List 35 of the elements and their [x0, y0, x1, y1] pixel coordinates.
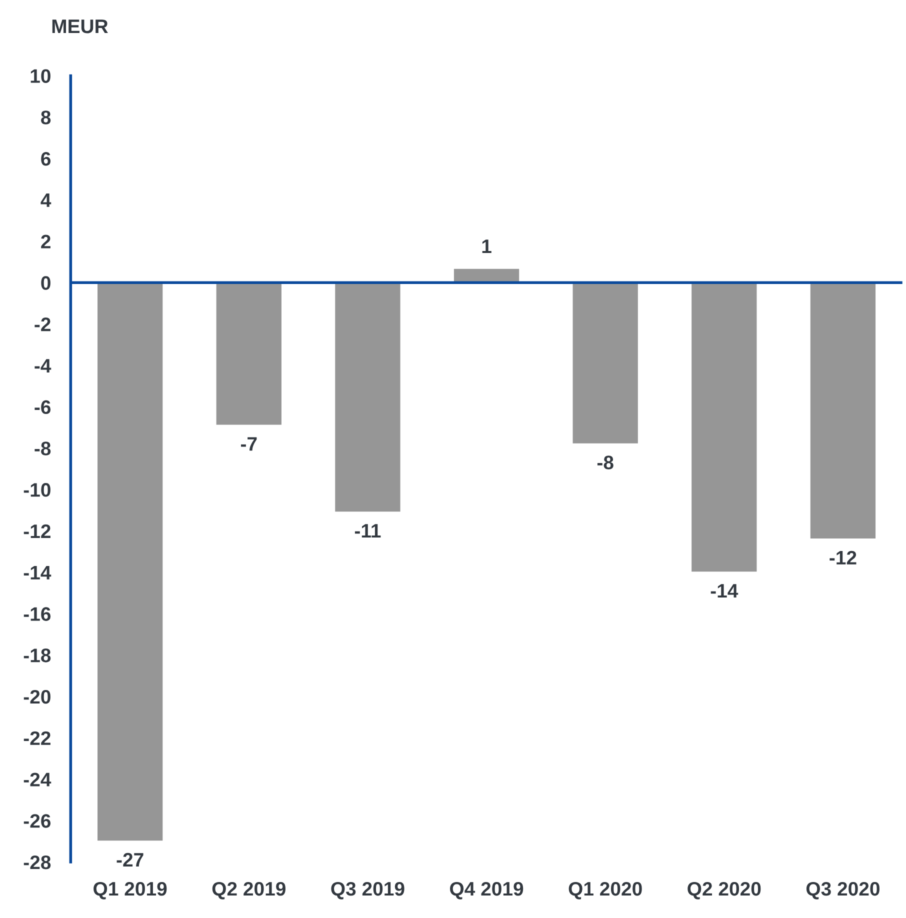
y-tick-label: 4	[40, 194, 52, 207]
data-label: 1	[482, 240, 492, 254]
y-tick-label: -10	[24, 483, 50, 497]
y-tick-label: 2	[41, 234, 50, 248]
x-tick-label: Q1 2019	[94, 882, 167, 900]
x-tick-label: Q3 2019	[331, 882, 404, 900]
y-tick-label: -16	[24, 607, 51, 621]
y-tick-label: -28	[24, 855, 51, 870]
y-tick-label: -18	[24, 648, 51, 662]
x-tick-label: Q1 2020	[568, 882, 642, 900]
data-label: -8	[597, 456, 614, 470]
y-tick-label: -8	[34, 442, 51, 456]
y-tick-label: 0	[41, 276, 50, 290]
data-label: -14	[710, 584, 738, 598]
y-tick-label: 10	[30, 69, 50, 83]
y-tick-label: -24	[24, 772, 52, 786]
x-tick-label: Q2 2020	[688, 882, 761, 900]
y-tick-label: -20	[24, 690, 50, 704]
y-tick-label: -14	[24, 566, 52, 580]
x-tick-label: Q3 2020	[806, 882, 880, 900]
y-tick-label: -6	[34, 400, 51, 414]
data-label: -11	[354, 524, 381, 538]
y-tick-label: 8	[41, 110, 51, 124]
y-axis-title: MEUR	[52, 20, 108, 34]
y-tick-label: -4	[34, 359, 52, 372]
data-label: -12	[830, 550, 856, 564]
data-label: -7	[241, 437, 257, 451]
x-tick-label: Q2 2019	[212, 882, 286, 900]
y-tick-label: -12	[24, 524, 50, 538]
data-label: -27	[116, 852, 144, 867]
y-tick-label: -26	[24, 814, 51, 828]
x-tick-label: Q4 2019	[450, 882, 524, 900]
y-tick-label: 6	[41, 152, 51, 166]
y-tick-label: -2	[34, 318, 50, 332]
y-tick-label: -22	[24, 731, 50, 745]
